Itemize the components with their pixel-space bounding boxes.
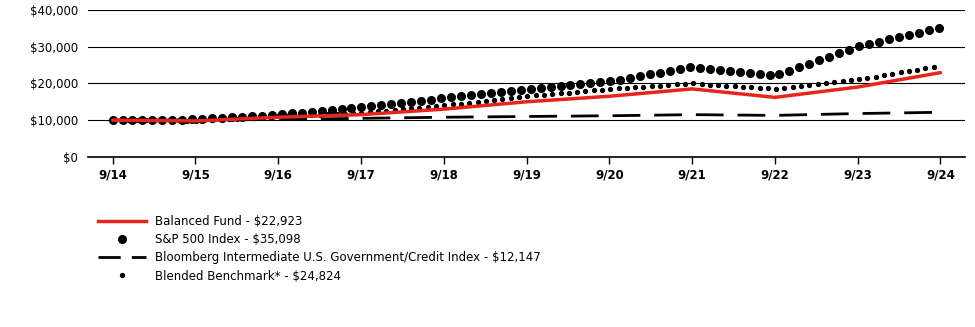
Legend: Balanced Fund - $22,923, S&P 500 Index - $35,098, Bloomberg Intermediate U.S. Go: Balanced Fund - $22,923, S&P 500 Index -… — [94, 210, 546, 287]
